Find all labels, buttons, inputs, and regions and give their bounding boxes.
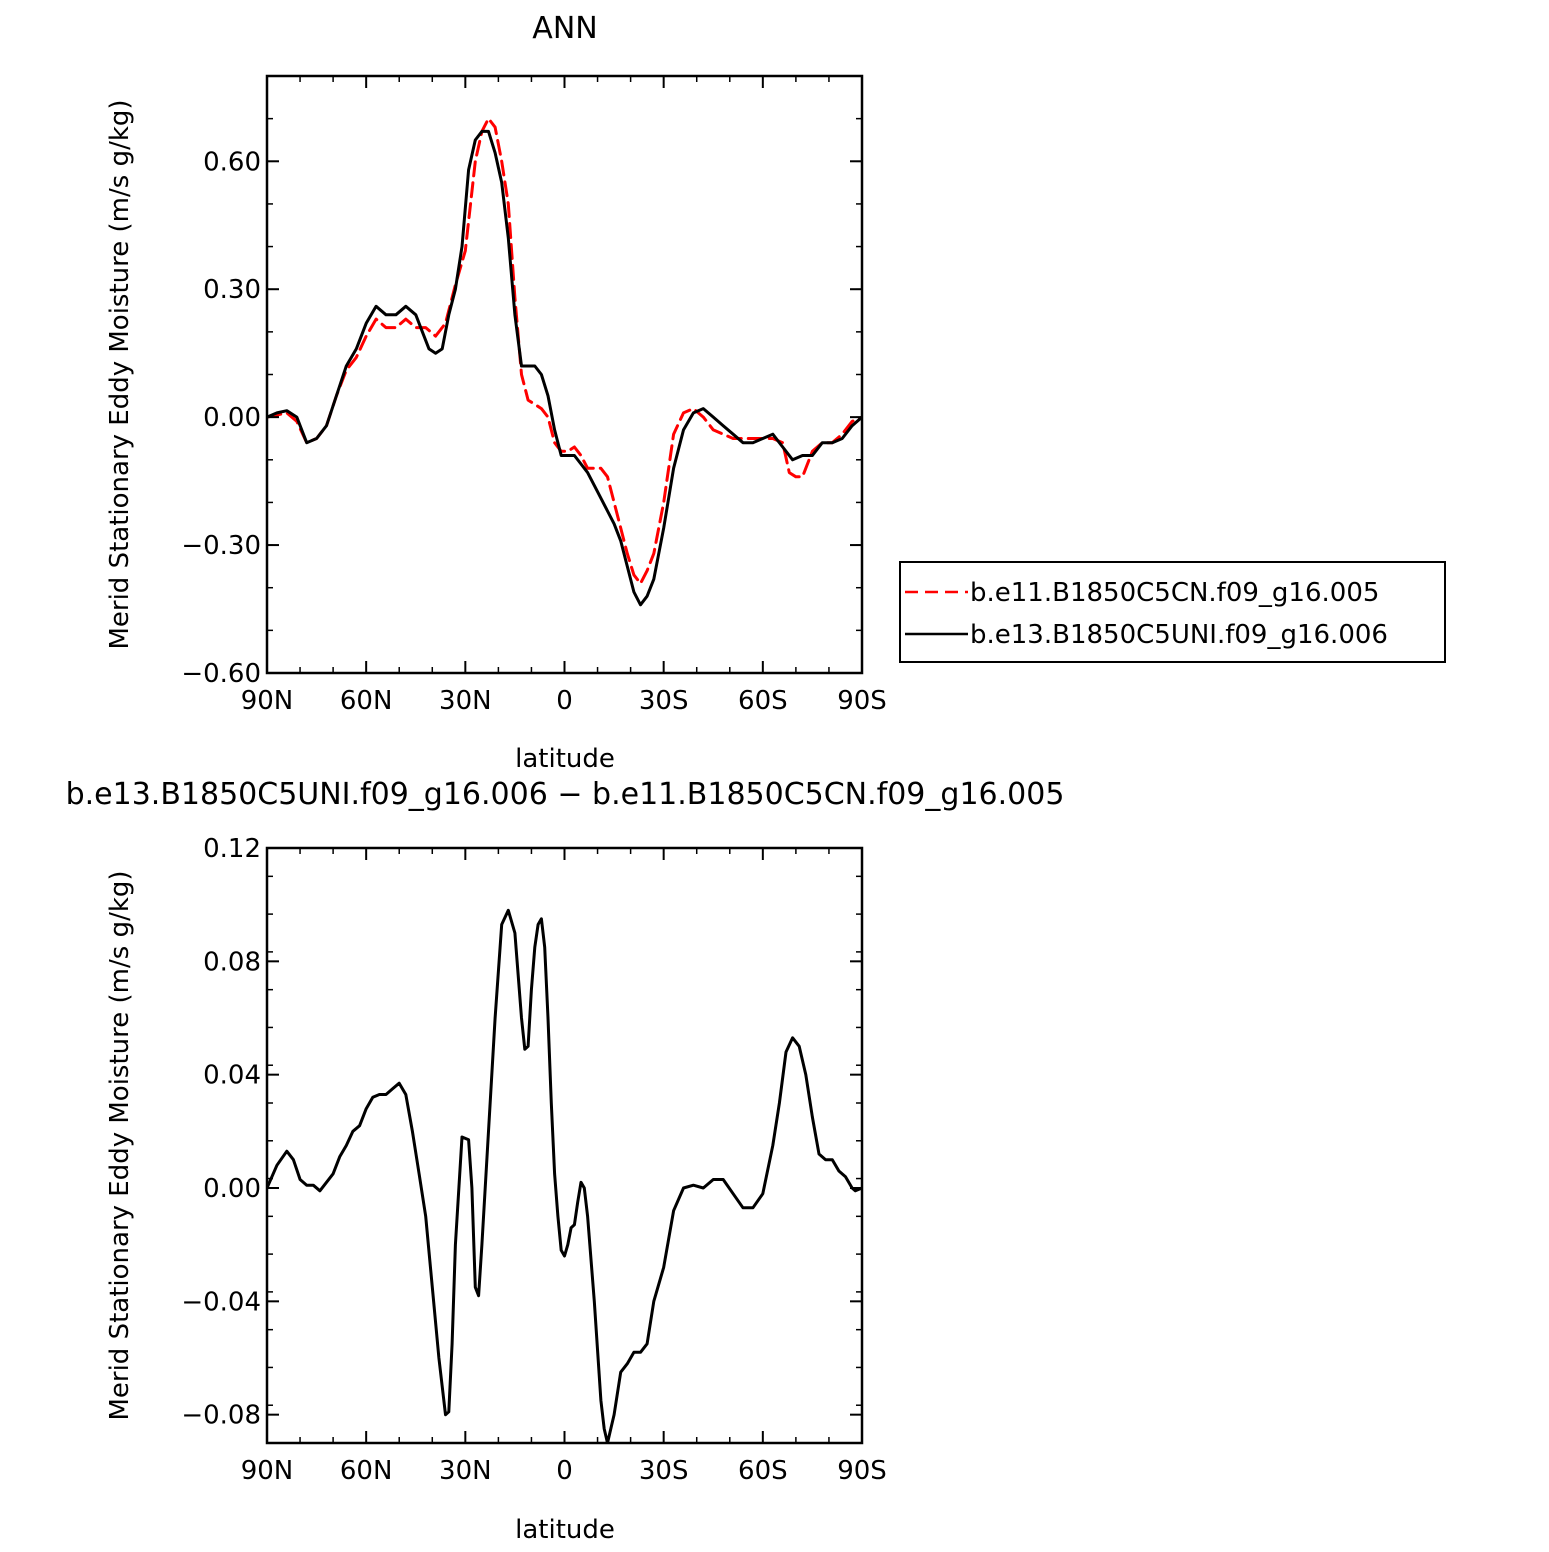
bottom-y-tick-label: 0.08	[203, 947, 261, 977]
bottom-y-tick-label: 0.04	[203, 1061, 261, 1091]
bottom-x-axis-label: latitude	[515, 1515, 615, 1545]
top-y-axis-label: Merid Stationary Eddy Moisture (m/s g/kg…	[105, 99, 135, 649]
top-y-tick-label: 0.30	[203, 275, 261, 305]
bottom-x-tick-label: 90N	[241, 1456, 294, 1486]
legend-label-1: b.e11.B1850C5CN.f09_g16.005	[970, 578, 1379, 608]
legend-label-2: b.e13.B1850C5UNI.f09_g16.006	[970, 620, 1388, 650]
top-x-tick-label: 60N	[340, 686, 393, 716]
legend-box	[899, 561, 1446, 663]
top-x-tick-label: 90N	[241, 686, 294, 716]
bottom-y-tick-label: 0.12	[203, 834, 261, 864]
top-chart-title: ANN	[532, 11, 597, 46]
legend: b.e11.B1850C5CN.f09_g16.005 b.e13.B1850C…	[899, 561, 1446, 663]
top-panel: ANN 90N 60N 30N 0 30S 60S 90S −0.60 −0.30 0.00 0.3…	[105, 11, 887, 774]
bottom-x-tick-label: 0	[556, 1456, 573, 1486]
bottom-x-tick-label: 30S	[639, 1456, 689, 1486]
top-series-line-1	[267, 117, 862, 585]
top-y-tick-label: 0.00	[203, 403, 261, 433]
bottom-series-line-1	[267, 908, 862, 1443]
bottom-chart-title: b.e13.B1850C5UNI.f09_g16.006 − b.e11.B18…	[66, 777, 1065, 812]
bottom-y-tick-label: −0.08	[181, 1401, 261, 1431]
bottom-x-tick-label: 90S	[837, 1456, 887, 1486]
top-y-tick-label: −0.60	[181, 659, 261, 689]
top-x-axis-label: latitude	[515, 744, 615, 774]
top-y-tick-label: −0.30	[181, 531, 261, 561]
top-plot-frame	[265, 74, 864, 675]
bottom-y-tick-label: −0.04	[181, 1287, 261, 1317]
bottom-panel: b.e13.B1850C5UNI.f09_g16.006 − b.e11.B18…	[66, 777, 1065, 1545]
top-y-tick-label: 0.60	[203, 147, 261, 177]
top-x-tick-label: 0	[556, 686, 573, 716]
bottom-x-tick-label: 30N	[439, 1456, 492, 1486]
top-x-tick-label: 30N	[439, 686, 492, 716]
bottom-y-axis-label: Merid Stationary Eddy Moisture (m/s g/kg…	[105, 870, 135, 1420]
bottom-y-tick-label: 0.00	[203, 1174, 261, 1204]
top-x-tick-label: 30S	[639, 686, 689, 716]
top-x-tick-label: 60S	[738, 686, 788, 716]
bottom-x-tick-label: 60N	[340, 1456, 393, 1486]
bottom-x-tick-label: 60S	[738, 1456, 788, 1486]
top-series-line-2	[267, 129, 862, 607]
top-x-tick-label: 90S	[837, 686, 887, 716]
